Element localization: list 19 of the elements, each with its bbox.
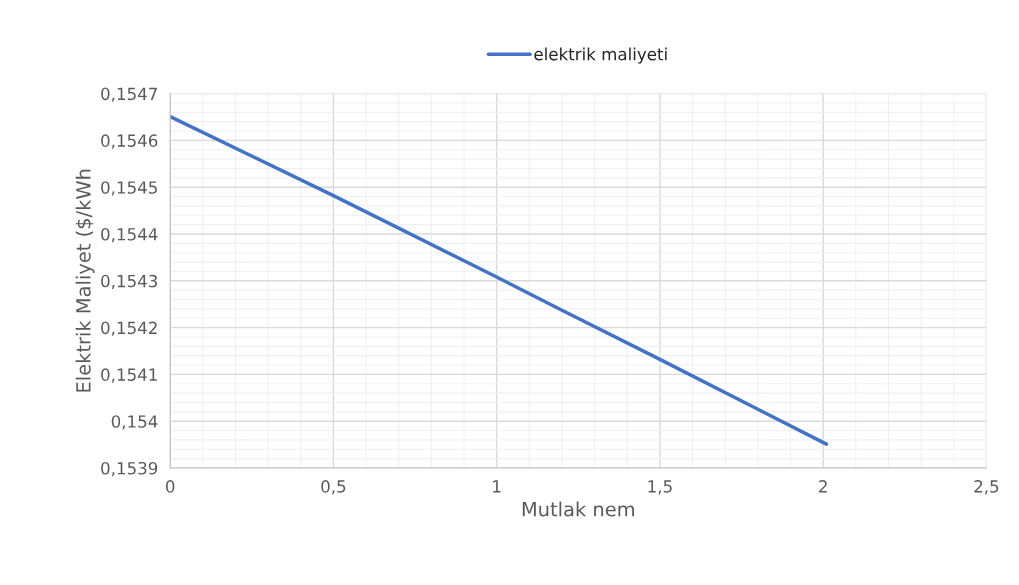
y-tick-label: 0,1541 bbox=[101, 368, 157, 383]
y-tick-label: 0,1539 bbox=[101, 461, 158, 477]
y-tick-label: 0,154 bbox=[111, 415, 158, 430]
y-tick-label: 0,1544 bbox=[101, 227, 158, 243]
y-tick-label: 0,1542 bbox=[101, 321, 157, 336]
y-tick-label: 0,1546 bbox=[101, 134, 158, 149]
x-tick-label: 1 bbox=[493, 480, 501, 493]
line-series bbox=[170, 114, 829, 446]
y-tick-label: 0,1545 bbox=[101, 181, 157, 196]
y-tick-label: 0,1543 bbox=[101, 274, 158, 290]
x-tick-label: 0,5 bbox=[321, 480, 346, 495]
x-axis-title: Mutlak nem bbox=[522, 501, 634, 517]
x-tick-label: 2,5 bbox=[974, 480, 999, 495]
x-tick-label: 0 bbox=[165, 480, 175, 493]
x-tick-label: 1,5 bbox=[648, 480, 672, 495]
y-tick-label: 0,1547 bbox=[101, 87, 157, 102]
y-axis-title: Elektrik Maliyet ($/kWh bbox=[75, 169, 95, 392]
x-tick-label: 2 bbox=[819, 480, 827, 493]
legend-label: elektrik maliyeti bbox=[534, 47, 667, 64]
